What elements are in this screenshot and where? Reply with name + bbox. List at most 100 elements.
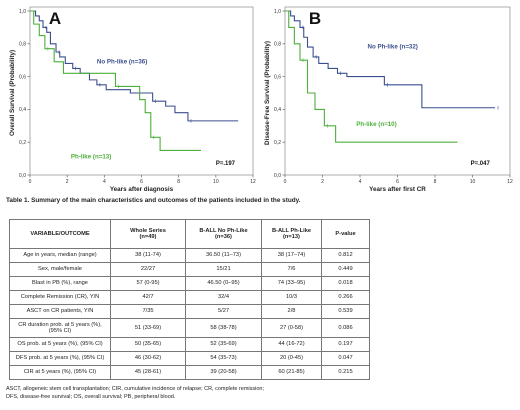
table-cell: 58 (38-78)	[185, 318, 262, 338]
table-header-cell: B-ALL Ph-Like (n=13)	[261, 219, 322, 249]
x-tick-label: 0	[284, 179, 287, 185]
survival-curve-ph-like	[285, 10, 458, 143]
table-row: Blast in PB (%), range 57 (0-95) 46.50 (0–…	[9, 276, 370, 291]
table-cell: 0.018	[321, 276, 370, 291]
y-tick-label: 0,8	[19, 42, 26, 48]
y-tick-label: 0,8	[274, 42, 281, 48]
table-header-row: VARIABLE/OUTCOME Whole Series (n=49) B-ALL …	[9, 219, 370, 249]
table-cell: Sex, male/female	[9, 262, 111, 277]
table-row: OS prob. at 5 years (%), (95% CI) 50 (35-…	[9, 337, 370, 352]
table-row: Sex, male/female 22/27 15/21 7/6 0.449	[9, 262, 370, 277]
table-cell: 36.50 (11–73)	[185, 248, 262, 263]
y-tick-label: 0,0	[19, 173, 26, 179]
survival-curve-no-ph-like	[30, 10, 239, 122]
survival-curve-no-ph-like	[285, 10, 495, 109]
table-header-cell: B-ALL No Ph-Like (n=36)	[185, 219, 262, 249]
legend-no-ph-like: No Ph-like (n=32)	[368, 44, 418, 51]
y-axis-title: Disease-Free Survival (Probability)	[264, 41, 271, 145]
panel-label: B	[309, 9, 321, 28]
table-cell: 0.197	[321, 337, 370, 352]
table-row: CIR at 5 years (%), (95% CI) 45 (28-61) 39…	[9, 365, 370, 380]
table-cell: 5/27	[185, 304, 262, 319]
x-tick-label: 6	[396, 179, 399, 185]
table-cell: 15/21	[185, 262, 262, 277]
table-cell: 44 (16-72)	[261, 337, 322, 352]
table-row: DFS prob. at 5 years (%), (95% CI) 46 (30…	[9, 351, 370, 366]
table-cell: 42/7	[110, 290, 186, 305]
table-cell: 54 (35-73)	[185, 351, 262, 366]
p-value: P=.047	[471, 161, 491, 167]
y-tick-label: 0,0	[274, 173, 281, 179]
p-value: P=.197	[216, 161, 236, 167]
table-caption: Table 1. Summary of the main characteris…	[6, 197, 301, 204]
x-tick-label: 8	[434, 179, 437, 185]
table-cell: 51 (33-69)	[110, 318, 186, 338]
table-footnote: ASCT, allogeneic stem cell transplantati…	[6, 386, 265, 400]
table-cell: 39 (20-58)	[185, 365, 262, 380]
table-row: CR duration prob. at 5 years (%), (95% CI…	[9, 318, 370, 338]
table-cell: 46.50 (0–95)	[185, 276, 262, 291]
plot-frame	[284, 6, 511, 176]
y-tick-label: 0,2	[19, 140, 26, 146]
y-tick-label: 1,0	[19, 9, 26, 15]
x-tick-label: 10	[470, 179, 476, 185]
plot-frame	[29, 6, 254, 176]
table-cell: 0.215	[321, 365, 370, 380]
y-tick-label: 0,6	[274, 74, 281, 80]
km-chart-a-svg: 0 2 4 6 8 10 12 0,0 0,2 0,4 0,6 0,8 1,0 Years after d…	[9, 6, 256, 193]
table-cell: 0.086	[321, 318, 370, 338]
table-cell: 2/8	[261, 304, 322, 319]
table-cell: Age in years, median (range)	[9, 248, 111, 263]
table-cell: 0.047	[321, 351, 370, 366]
y-tick-label: 0,4	[274, 107, 281, 113]
table-cell: 22/27	[110, 262, 186, 277]
table-cell: 0.539	[321, 304, 370, 319]
table-cell: Blast in PB (%), range	[9, 276, 111, 291]
km-chart-disease-free-survival: 0 2 4 6 8 10 12 0,0 0,2 0,4 0,6 0,8 1,0 Years after f…	[258, 0, 520, 196]
km-chart-overall-survival: 0 2 4 6 8 10 12 0,0 0,2 0,4 0,6 0,8 1,0 Years after d…	[0, 0, 258, 196]
table-cell: 74 (33–95)	[261, 276, 322, 291]
table-cell: CIR at 5 years (%), (95% CI)	[9, 365, 111, 380]
table-cell: 0.812	[321, 248, 370, 263]
x-tick-label: 2	[321, 179, 324, 185]
x-tick-label: 12	[250, 179, 256, 185]
x-tick-label: 6	[140, 179, 143, 185]
table-header-cell: Whole Series (n=49)	[110, 219, 186, 249]
table-cell: 0.449	[321, 262, 370, 277]
panel-label: A	[49, 9, 61, 28]
table-header-cell: VARIABLE/OUTCOME	[9, 219, 111, 249]
table-cell: 45 (28-61)	[110, 365, 186, 380]
table-cell: 7/6	[261, 262, 322, 277]
table-cell: 38 (11-74)	[110, 248, 186, 263]
table-cell: 10/3	[261, 290, 322, 305]
legend-ph-like: Ph-like (n=10)	[356, 121, 396, 128]
x-tick-label: 4	[359, 179, 362, 185]
x-tick-label: 2	[66, 179, 69, 185]
table-cell: 60 (21-85)	[261, 365, 322, 380]
legend-ph-like: Ph-like (n=13)	[71, 154, 111, 161]
table-cell: 27 (0-58)	[261, 318, 322, 338]
y-tick-label: 0,6	[19, 74, 26, 80]
x-tick-label: 0	[29, 179, 32, 185]
table-header-cell: P-value	[321, 219, 370, 249]
x-axis-title: Years after diagnosis	[110, 186, 174, 193]
table-cell: 46 (30-62)	[110, 351, 186, 366]
table-cell: DFS prob. at 5 years (%), (95% CI)	[9, 351, 111, 366]
km-chart-b-svg: 0 2 4 6 8 10 12 0,0 0,2 0,4 0,6 0,8 1,0 Years after f…	[264, 6, 513, 193]
table-row: Age in years, median (range) 38 (11-74) 36…	[9, 248, 370, 263]
table-cell: Complete Remission (CR), Y/N	[9, 290, 111, 305]
table-row: Complete Remission (CR), Y/N 42/7 32/4 10/3…	[9, 290, 370, 305]
y-tick-label: 0,2	[274, 140, 281, 146]
table-cell: 32/4	[185, 290, 262, 305]
y-tick-label: 0,4	[19, 107, 26, 113]
x-tick-label: 10	[213, 179, 219, 185]
table-cell: CR duration prob. at 5 years (%), (95% CI…	[9, 318, 111, 338]
x-tick-label: 8	[177, 179, 180, 185]
x-axis-title: Years after first CR	[369, 186, 426, 193]
table-cell: 52 (35-69)	[185, 337, 262, 352]
table-row: ASCT on CR patients, Y/N 7/35 5/27 2/8 0.539	[9, 304, 370, 319]
x-tick-label: 4	[103, 179, 106, 185]
table-cell: OS prob. at 5 years (%), (95% CI)	[9, 337, 111, 352]
y-tick-label: 1,0	[274, 9, 281, 15]
survival-curve-ph-like	[30, 10, 201, 151]
